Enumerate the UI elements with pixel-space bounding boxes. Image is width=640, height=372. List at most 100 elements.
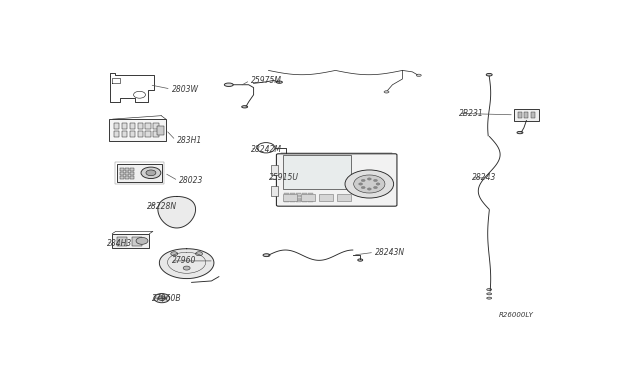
Bar: [114, 131, 119, 137]
Bar: [125, 176, 129, 179]
Bar: [129, 131, 135, 137]
Circle shape: [361, 186, 365, 189]
Text: R26000LY: R26000LY: [499, 312, 534, 318]
Text: 283H1: 283H1: [177, 136, 202, 145]
Text: 27960B: 27960B: [152, 294, 182, 303]
Text: 2B231: 2B231: [460, 109, 484, 118]
Bar: [337, 195, 351, 201]
Bar: [296, 201, 301, 202]
Bar: [145, 124, 151, 129]
Circle shape: [146, 170, 156, 176]
Bar: [120, 176, 124, 179]
Bar: [138, 131, 143, 137]
Bar: [157, 126, 164, 135]
Circle shape: [367, 178, 371, 180]
Bar: [284, 195, 297, 201]
Text: 28242M: 28242M: [251, 145, 282, 154]
Ellipse shape: [276, 81, 282, 83]
Polygon shape: [159, 249, 214, 279]
Bar: [112, 234, 150, 248]
Bar: [129, 124, 135, 129]
Ellipse shape: [225, 83, 233, 86]
Bar: [296, 195, 301, 197]
FancyBboxPatch shape: [109, 119, 166, 141]
Bar: [117, 164, 162, 182]
Bar: [130, 172, 134, 175]
Bar: [130, 176, 134, 179]
Bar: [284, 155, 351, 189]
FancyBboxPatch shape: [276, 154, 397, 206]
Circle shape: [367, 188, 371, 190]
FancyBboxPatch shape: [513, 109, 540, 121]
Bar: [125, 172, 129, 175]
Bar: [291, 201, 295, 202]
Text: 25975M: 25975M: [251, 76, 282, 85]
Circle shape: [154, 294, 170, 303]
Circle shape: [358, 183, 363, 185]
Ellipse shape: [416, 74, 421, 76]
Bar: [115, 162, 164, 183]
Ellipse shape: [358, 259, 363, 261]
Bar: [302, 195, 307, 197]
Text: 28243: 28243: [472, 173, 496, 182]
Bar: [531, 112, 535, 118]
Bar: [291, 193, 295, 195]
Bar: [120, 168, 124, 171]
Bar: [319, 195, 333, 201]
Circle shape: [171, 252, 178, 256]
Ellipse shape: [263, 254, 270, 257]
Bar: [308, 195, 312, 197]
Bar: [125, 168, 129, 171]
Circle shape: [183, 266, 190, 270]
Text: 27960: 27960: [172, 256, 196, 265]
Circle shape: [374, 179, 378, 182]
Ellipse shape: [384, 91, 389, 93]
Bar: [296, 198, 301, 200]
Bar: [302, 198, 307, 200]
Text: 284H3: 284H3: [108, 239, 132, 248]
Text: 28228N: 28228N: [147, 202, 177, 211]
Bar: [284, 201, 289, 202]
Ellipse shape: [486, 73, 492, 76]
Bar: [120, 172, 124, 175]
Bar: [122, 124, 127, 129]
Bar: [138, 124, 143, 129]
Ellipse shape: [486, 289, 492, 291]
Bar: [301, 195, 315, 201]
Text: 28023: 28023: [179, 176, 204, 185]
Circle shape: [196, 252, 202, 256]
Bar: [154, 124, 159, 129]
Bar: [154, 131, 159, 137]
Bar: [130, 168, 134, 171]
Ellipse shape: [486, 293, 492, 295]
Text: 2803W: 2803W: [172, 84, 199, 93]
Bar: [284, 198, 289, 200]
Circle shape: [158, 296, 166, 301]
Text: 28243N: 28243N: [375, 248, 405, 257]
Circle shape: [374, 186, 378, 189]
Circle shape: [376, 183, 380, 185]
Ellipse shape: [517, 131, 523, 134]
Text: 25915U: 25915U: [269, 173, 298, 182]
Polygon shape: [158, 196, 196, 228]
Circle shape: [354, 175, 385, 193]
Bar: [291, 195, 295, 197]
Bar: [308, 201, 312, 202]
Ellipse shape: [486, 297, 492, 299]
Bar: [284, 193, 289, 195]
Bar: [308, 193, 312, 195]
Bar: [291, 198, 295, 200]
Bar: [117, 237, 127, 246]
Circle shape: [141, 167, 161, 179]
Circle shape: [361, 179, 365, 182]
Bar: [296, 193, 301, 195]
Bar: [122, 131, 127, 137]
Bar: [524, 112, 529, 118]
Bar: [302, 201, 307, 202]
Bar: [284, 195, 289, 197]
Bar: [308, 198, 312, 200]
Bar: [302, 193, 307, 195]
Bar: [114, 124, 119, 129]
Bar: [145, 131, 151, 137]
Circle shape: [136, 237, 148, 244]
